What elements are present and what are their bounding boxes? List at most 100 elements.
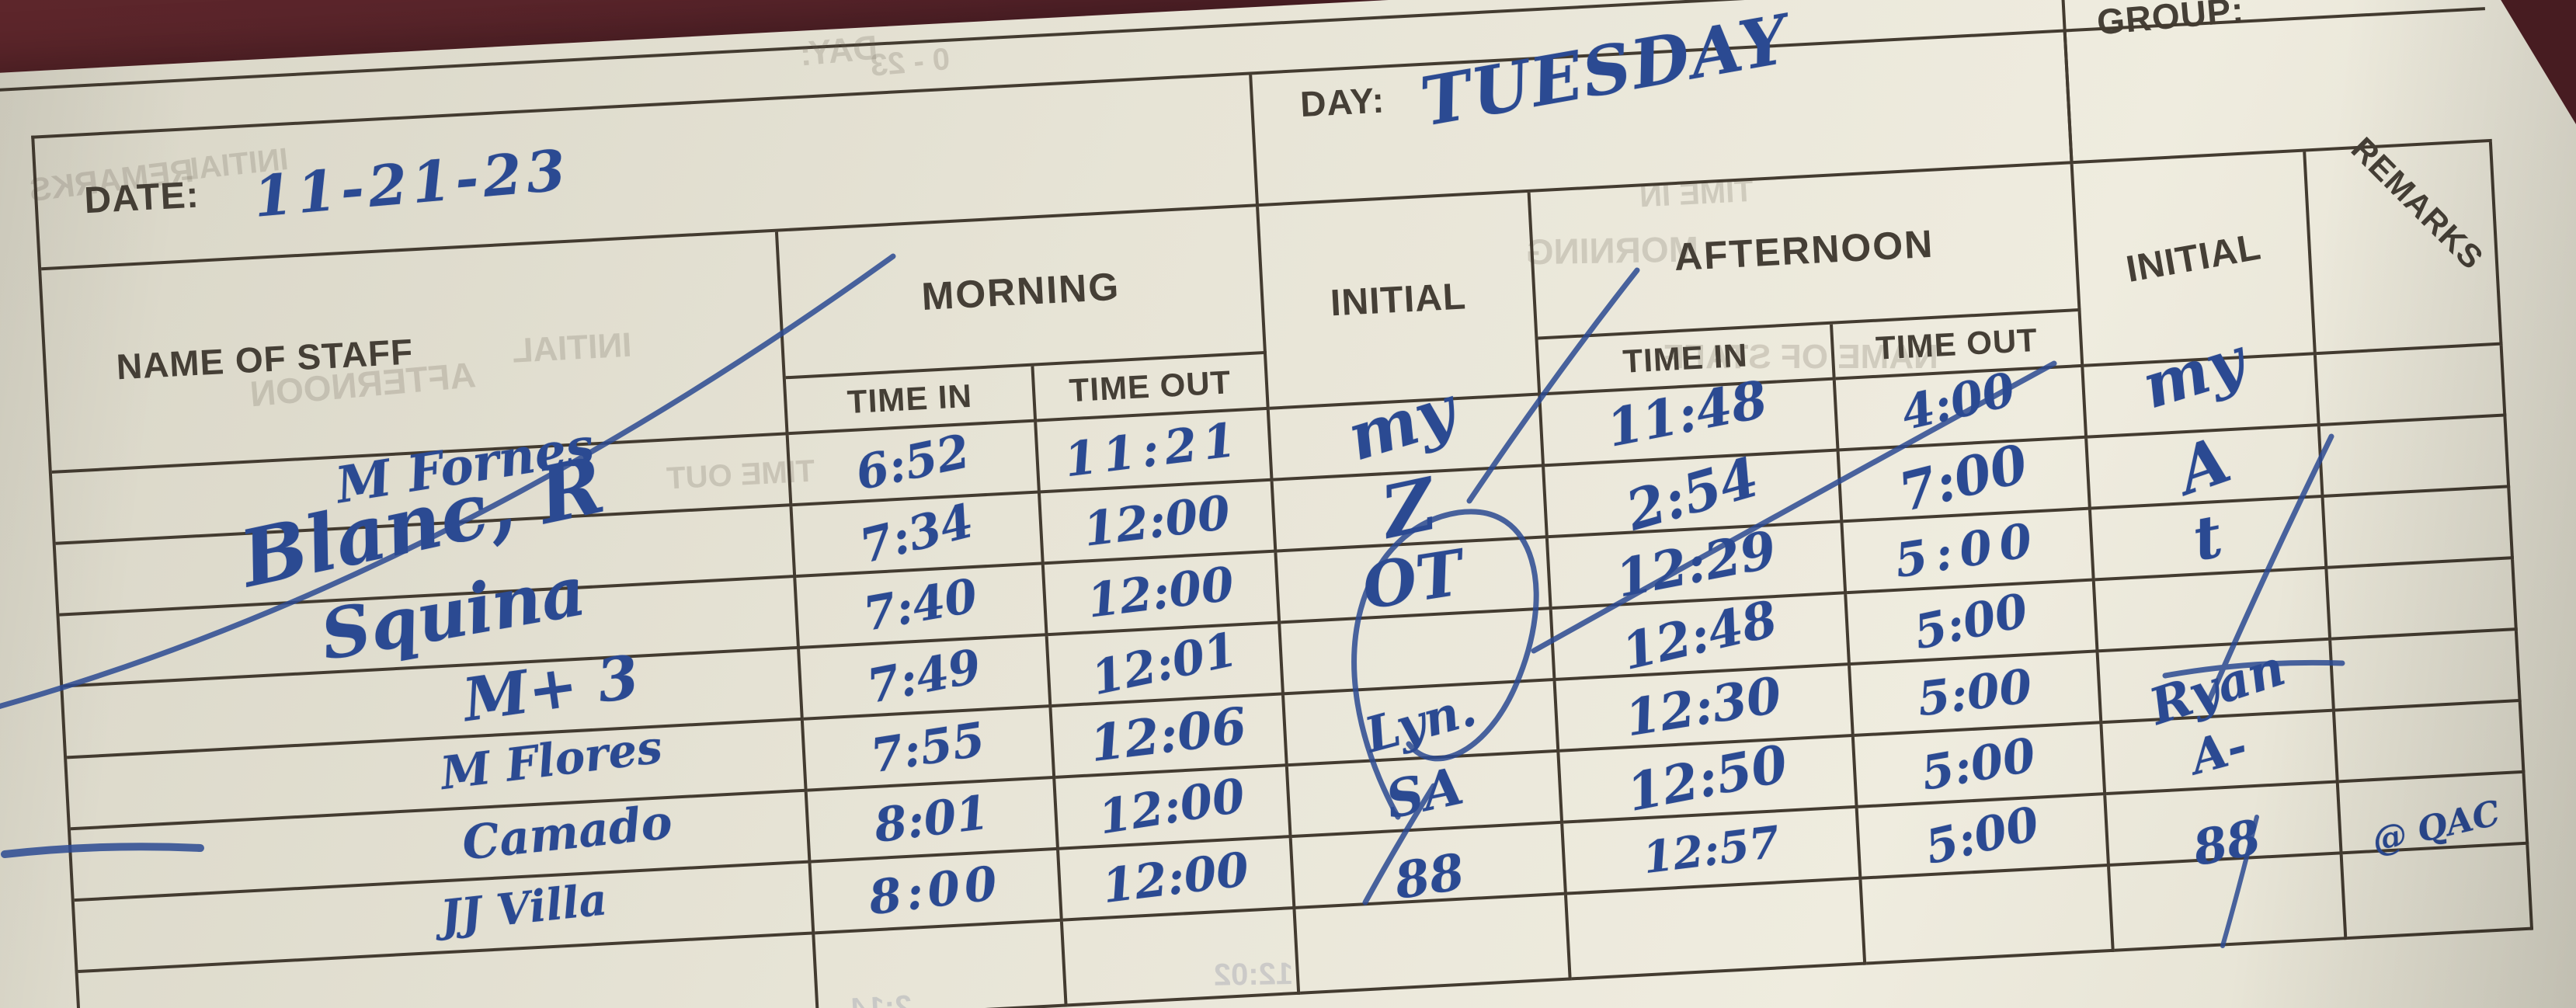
day-value-handwritten: TUESDAY [1415, 0, 1796, 142]
time-value: 12:29 [1611, 519, 1782, 610]
time-value: 5:00 [1914, 659, 2035, 728]
remarks-header: REMARKS [2306, 130, 2503, 356]
time-value: 12:01 [1086, 622, 1243, 707]
afternoon-header: AFTERNOON [1530, 164, 2081, 340]
initial-am-label: INITIAL [1329, 275, 1468, 324]
initial-signature: t [2188, 501, 2228, 575]
remarks-cell [2327, 559, 2518, 641]
initial-signature: A [2168, 422, 2240, 509]
afternoon-out-cell: 5:00 [1847, 581, 2099, 666]
afternoon-out-cell: 4:00 [1835, 362, 2088, 452]
time-value: 7:00 [1893, 433, 2035, 525]
morning-out-cell: 12:00 [1044, 552, 1281, 637]
remarks-cell [2324, 488, 2515, 569]
time-value: 4:00 [1896, 362, 2021, 442]
initial-pm-cell: A- [2102, 711, 2339, 796]
initial-pm-cell: t [2091, 497, 2328, 582]
initial-signature: Lyn. [1358, 680, 1483, 764]
time-value: 8:00 [866, 855, 1005, 926]
time-value: 12:57 [1639, 816, 1782, 885]
time-value: 11:21 [1062, 412, 1246, 488]
initial-pm-cell: 88 [2106, 783, 2343, 877]
staff-signature: Camado [459, 794, 675, 871]
initial-signature: A- [2185, 718, 2254, 786]
time-value: 12:48 [1617, 589, 1783, 683]
morning-in-cell: 7:49 [800, 636, 1052, 721]
time-value: 7:40 [859, 568, 982, 642]
empty-cell [815, 921, 1068, 1008]
time-in-label: TIME IN [846, 377, 974, 421]
time-value: 12:00 [1084, 557, 1238, 629]
initial-pm-cell: Ryan [2098, 639, 2336, 737]
initial-pm-cell: my [2084, 323, 2320, 439]
empty-cell [1567, 879, 1867, 981]
date-value-handwritten: 11-21-23 [251, 136, 573, 230]
remarks-cell [2335, 701, 2526, 784]
initial-signature: Z [1375, 461, 1444, 554]
name-of-staff-header: NAME OF STAFF [41, 231, 789, 474]
initial-pm-cell [2095, 568, 2332, 653]
ghost-text: DAY: [798, 28, 880, 74]
time-value: 5:00 [1921, 796, 2045, 876]
time-value: 12:50 [1622, 733, 1792, 824]
morning-header: MORNING [777, 207, 1267, 380]
name-of-staff-label: NAME OF STAFF [115, 331, 415, 388]
time-value: 8:01 [871, 785, 993, 853]
ghost-text: 0 - 23 [869, 41, 951, 83]
group-cell [2066, 10, 2492, 165]
initial-signature: OT [1358, 535, 1469, 624]
initial-pm-cell: A [2088, 422, 2324, 510]
morning-in-cell: 8:01 [807, 778, 1060, 864]
empty-cell [1862, 866, 2115, 965]
time-value: 5:00 [1891, 512, 2044, 589]
morning-in-cell: 7:34 [792, 493, 1045, 578]
staff-signature: M+ 3 [459, 641, 644, 735]
date-label: DATE: [83, 174, 200, 221]
time-value: 5:00 [1909, 583, 2033, 661]
morning-in-cell: 6:52 [788, 422, 1041, 507]
attendance-table: DATE: 11-21-23 DAY: TUESDAY NAME OF STAF… [31, 0, 2534, 1008]
time-value: 6:52 [851, 424, 975, 502]
afternoon-label: AFTERNOON [1673, 221, 1935, 280]
remarks-label: REMARKS [2344, 130, 2491, 276]
time-value: 7:34 [854, 493, 979, 575]
time-value: 2:54 [1619, 443, 1766, 543]
morning-in-cell: 8:00 [811, 850, 1063, 935]
afternoon-out-cell: 7:00 [1839, 433, 2091, 525]
time-value: 7:49 [863, 639, 986, 714]
remarks-cell [2316, 345, 2507, 426]
afternoon-out-cell: 5:00 [1851, 652, 2103, 737]
morning-out-cell: 12:00 [1055, 766, 1292, 850]
morning-in-cell: 7:40 [796, 565, 1048, 649]
time-value: 12:06 [1086, 697, 1250, 774]
day-label: DAY: [1298, 79, 1386, 125]
time-out-label: TIME OUT [1068, 363, 1232, 409]
initial-signature: SA [1380, 755, 1469, 831]
initial-am-header: INITIAL [1259, 192, 1542, 410]
morning-out-cell: 12:01 [1048, 622, 1285, 707]
time-out-label: TIME OUT [1875, 321, 2039, 367]
time-value: 12:00 [1100, 842, 1253, 915]
afternoon-out-cell: 5:00 [1854, 724, 2107, 808]
morning-out-cell: 12:00 [1041, 481, 1278, 565]
morning-in-cell: 7:55 [803, 707, 1056, 792]
time-value: 12:00 [1095, 768, 1250, 846]
morning-label: MORNING [920, 264, 1121, 318]
remarks-cell [2331, 631, 2522, 712]
initial-signature: 88 [1391, 843, 1469, 912]
empty-cell [2342, 844, 2534, 940]
time-value: 12:00 [1080, 485, 1234, 558]
afternoon-out-cell: 5:00 [1858, 795, 2111, 880]
time-value: 5:00 [1917, 728, 2040, 801]
morning-out-cell: 12:00 [1059, 837, 1296, 922]
staff-signature: JJ Villa [438, 873, 610, 943]
empty-cell [2110, 854, 2348, 952]
initial-pm-label: INITIAL [2122, 225, 2264, 290]
remarks-cell [2320, 416, 2511, 498]
time-value: 12:30 [1622, 666, 1786, 749]
empty-cell [1062, 909, 1301, 1007]
empty-cell [1295, 895, 1572, 995]
time-value: 7:55 [867, 712, 989, 784]
